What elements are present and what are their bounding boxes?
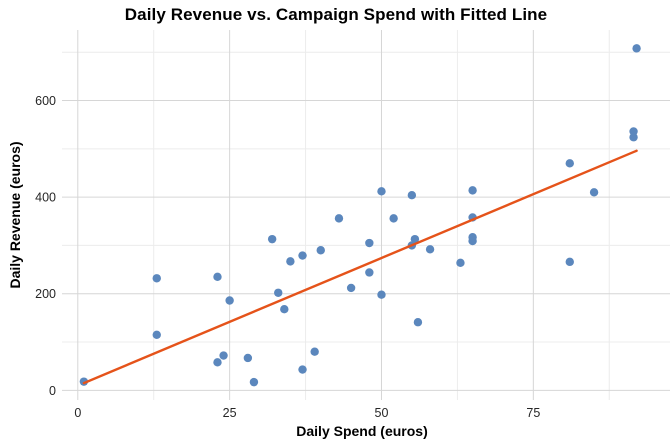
- scatter-point: [213, 358, 222, 367]
- scatter-point: [565, 257, 574, 267]
- scatter-point: [280, 304, 289, 314]
- scatter-point: [629, 133, 638, 142]
- scatter-point: [565, 159, 574, 168]
- scatter-point: [79, 377, 89, 386]
- scatter-point: [407, 190, 417, 200]
- scatter-point: [456, 258, 465, 268]
- scatter-point: [365, 268, 374, 277]
- scatter-point: [425, 245, 435, 254]
- scatter-point: [298, 251, 307, 260]
- x-tick-label: 50: [375, 406, 389, 420]
- scatter-point: [365, 238, 374, 248]
- scatter-point: [632, 44, 641, 53]
- chart-title: Daily Revenue vs. Campaign Spend with Fi…: [124, 5, 548, 24]
- scatter-point: [468, 186, 477, 195]
- scatter-point: [629, 127, 638, 136]
- scatter-point: [468, 233, 477, 242]
- y-tick-label: 600: [35, 94, 56, 108]
- scatter-point: [589, 188, 599, 197]
- scatter-point: [298, 365, 307, 374]
- fitted-line: [82, 149, 638, 385]
- scatter-point: [310, 347, 319, 356]
- scatter-point: [267, 234, 277, 244]
- scatter-point: [316, 246, 325, 255]
- scatter-point: [243, 353, 253, 363]
- scatter-point: [249, 377, 259, 387]
- x-axis-title: Daily Spend (euros): [296, 423, 428, 439]
- scatter-point: [334, 214, 344, 223]
- scatter-point: [377, 187, 386, 196]
- y-axis-title: Daily Revenue (euros): [7, 141, 23, 289]
- x-tick-label: 25: [223, 406, 237, 420]
- y-tick-label: 0: [49, 384, 56, 398]
- scatter-point: [219, 351, 228, 360]
- y-tick-label: 400: [35, 191, 56, 205]
- scatter-point: [377, 290, 386, 299]
- scatter-point: [286, 257, 295, 266]
- scatter-point: [213, 272, 222, 282]
- scatter-point: [346, 283, 356, 293]
- x-tick-label: 75: [526, 406, 540, 420]
- scatter-point: [413, 318, 423, 327]
- scatter-point: [152, 274, 161, 283]
- scatter-point: [152, 330, 161, 339]
- y-tick-label: 200: [35, 287, 56, 301]
- scatter-point: [225, 296, 234, 305]
- scatter-point: [274, 288, 283, 297]
- scatter-point: [410, 234, 420, 244]
- x-tick-label: 0: [74, 406, 81, 420]
- scatter-point: [389, 214, 398, 223]
